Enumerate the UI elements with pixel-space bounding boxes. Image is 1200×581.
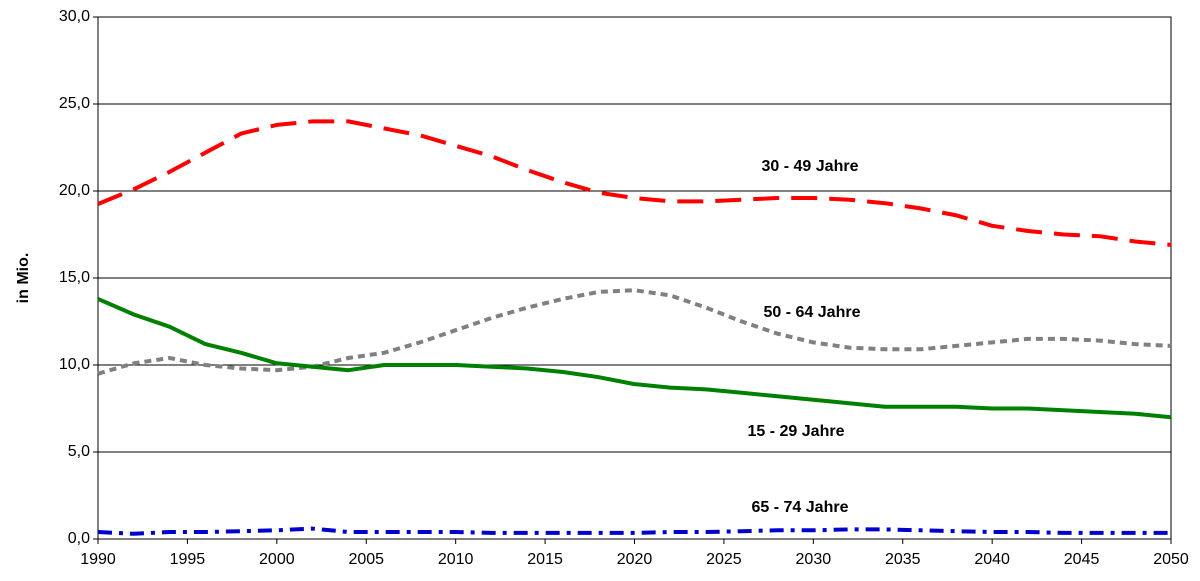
series-line: [97, 119, 1172, 247]
series-label: 15 - 29 Jahre: [748, 423, 845, 440]
x-tick-label: 2015: [527, 551, 563, 568]
y-tick-label: 10,0: [59, 356, 90, 373]
x-tick-label: 2010: [438, 551, 474, 568]
y-tick-label: 25,0: [59, 95, 90, 112]
x-tick-label: 2025: [706, 551, 742, 568]
series-line: [97, 288, 1172, 376]
x-tick-label: 2000: [259, 551, 295, 568]
series-label: 50 - 64 Jahre: [764, 304, 861, 321]
x-tick-label: 2030: [796, 551, 832, 568]
y-axis-label: in Mio.: [15, 253, 32, 304]
x-tick-label: 2050: [1153, 551, 1189, 568]
y-tick-label: 20,0: [59, 182, 90, 199]
series-label: 30 - 49 Jahre: [762, 158, 859, 175]
x-tick-label: 1990: [80, 551, 116, 568]
y-tick-label: 5,0: [68, 443, 90, 460]
x-tick-label: 2040: [974, 551, 1010, 568]
series-label: 65 - 74 Jahre: [752, 499, 849, 516]
y-tick-label: 15,0: [59, 269, 90, 286]
plot-frame: [97, 16, 1172, 540]
x-tick-label: 2020: [617, 551, 653, 568]
x-tick-label: 2005: [348, 551, 384, 568]
x-tick-label: 2045: [1064, 551, 1100, 568]
series-line: [97, 526, 1171, 536]
y-tick-label: 30,0: [59, 8, 90, 25]
x-tick-label: 1995: [170, 551, 206, 568]
series-line: [97, 297, 1172, 420]
x-tick-label: 2035: [885, 551, 921, 568]
y-tick-label: 0,0: [68, 530, 90, 547]
